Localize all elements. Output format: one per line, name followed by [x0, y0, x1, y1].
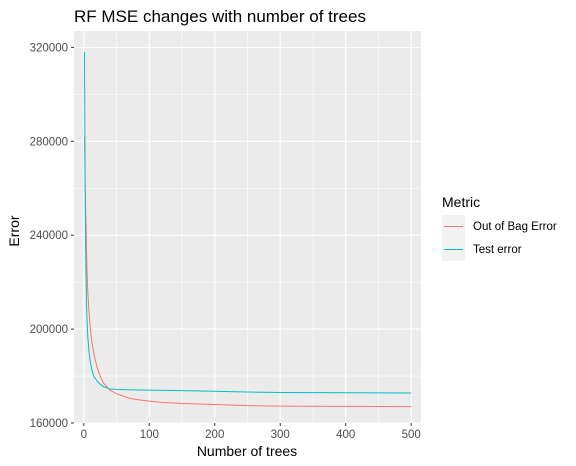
legend-title: Metric [442, 194, 480, 210]
chart-title: RF MSE changes with number of trees [74, 7, 366, 26]
legend: Metric Out of Bag Error Test error [442, 194, 557, 261]
grid-minor [74, 31, 421, 423]
x-tick-label: 500 [402, 429, 421, 441]
series-line [83, 136, 412, 408]
x-axis-title: Number of trees [197, 443, 297, 459]
x-tick-label: 0 [81, 429, 87, 441]
x-tick-label: 400 [336, 429, 355, 441]
x-tick-label: 300 [271, 429, 290, 441]
x-axis: 0 100 200 300 400 500 [81, 423, 421, 441]
x-tick-label: 200 [205, 429, 224, 441]
grid-major [74, 31, 421, 424]
y-tick-label: 200000 [30, 324, 68, 336]
y-axis: 160000 200000 240000 280000 320000 [30, 42, 74, 430]
series-layer [83, 52, 412, 408]
y-tick-label: 280000 [30, 136, 68, 148]
legend-label: Test error [473, 244, 522, 256]
y-tick-label: 240000 [30, 230, 68, 242]
series-line [83, 52, 412, 394]
y-tick-label: 160000 [30, 418, 68, 430]
y-axis-title: Error [6, 215, 22, 246]
legend-label: Out of Bag Error [473, 221, 557, 233]
x-tick-label: 100 [140, 429, 159, 441]
y-tick-label: 320000 [30, 42, 68, 54]
